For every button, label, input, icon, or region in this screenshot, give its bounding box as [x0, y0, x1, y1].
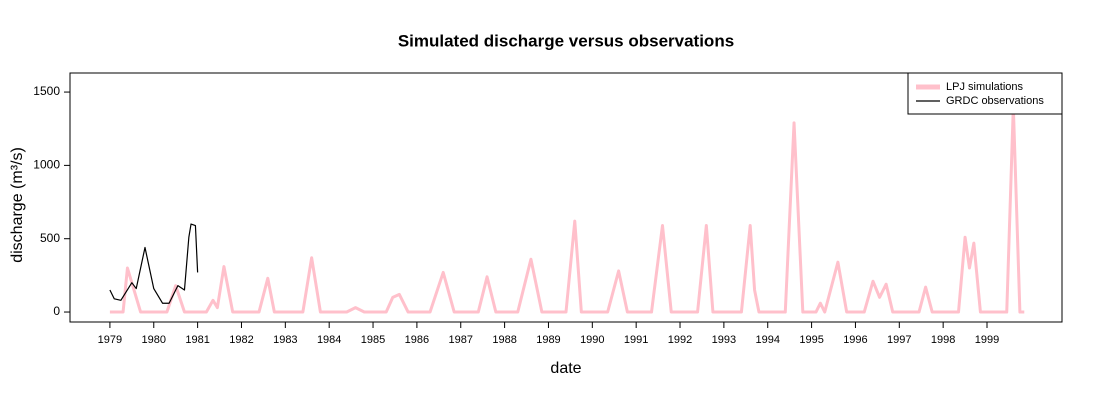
x-tick-label: 1986 [405, 334, 429, 346]
x-tick-label: 1988 [492, 334, 516, 346]
x-tick-label: 1991 [624, 334, 648, 346]
x-tick-label: 1985 [361, 334, 385, 346]
y-tick-label: 1500 [33, 84, 60, 98]
x-tick-label: 1997 [887, 334, 911, 346]
y-tick-label: 1000 [33, 158, 60, 172]
series-line [109, 105, 1025, 314]
x-tick-label: 1979 [98, 334, 122, 346]
x-tick-label: 1989 [536, 334, 560, 346]
legend-label: LPJ simulations [946, 81, 1024, 93]
x-tick-label: 1990 [580, 334, 604, 346]
x-tick-label: 1995 [799, 334, 823, 346]
x-tick-label: 1993 [712, 334, 736, 346]
x-tick-label: 1998 [931, 334, 955, 346]
x-tick-label: 1987 [449, 334, 473, 346]
legend-label: GRDC observations [946, 95, 1044, 107]
x-tick-label: 1992 [668, 334, 692, 346]
x-tick-label: 1980 [142, 334, 166, 346]
y-axis-label: discharge (m³/s) [9, 147, 26, 263]
y-tick-label: 500 [40, 231, 60, 245]
x-tick-label: 1984 [317, 334, 341, 346]
x-tick-label: 1981 [185, 334, 209, 346]
legend-box [907, 72, 1063, 115]
x-tick-label: 1999 [975, 334, 999, 346]
x-axis-label: date [550, 360, 581, 377]
y-tick-label: 0 [53, 304, 60, 318]
plot-frame [69, 72, 1063, 323]
x-tick-label: 1994 [755, 334, 779, 346]
x-tick-label: 1996 [843, 334, 867, 346]
x-tick-label: 1982 [229, 334, 253, 346]
series-line [109, 223, 199, 304]
chart-title: Simulated discharge versus observations [398, 31, 734, 50]
x-tick-label: 1983 [273, 334, 297, 346]
